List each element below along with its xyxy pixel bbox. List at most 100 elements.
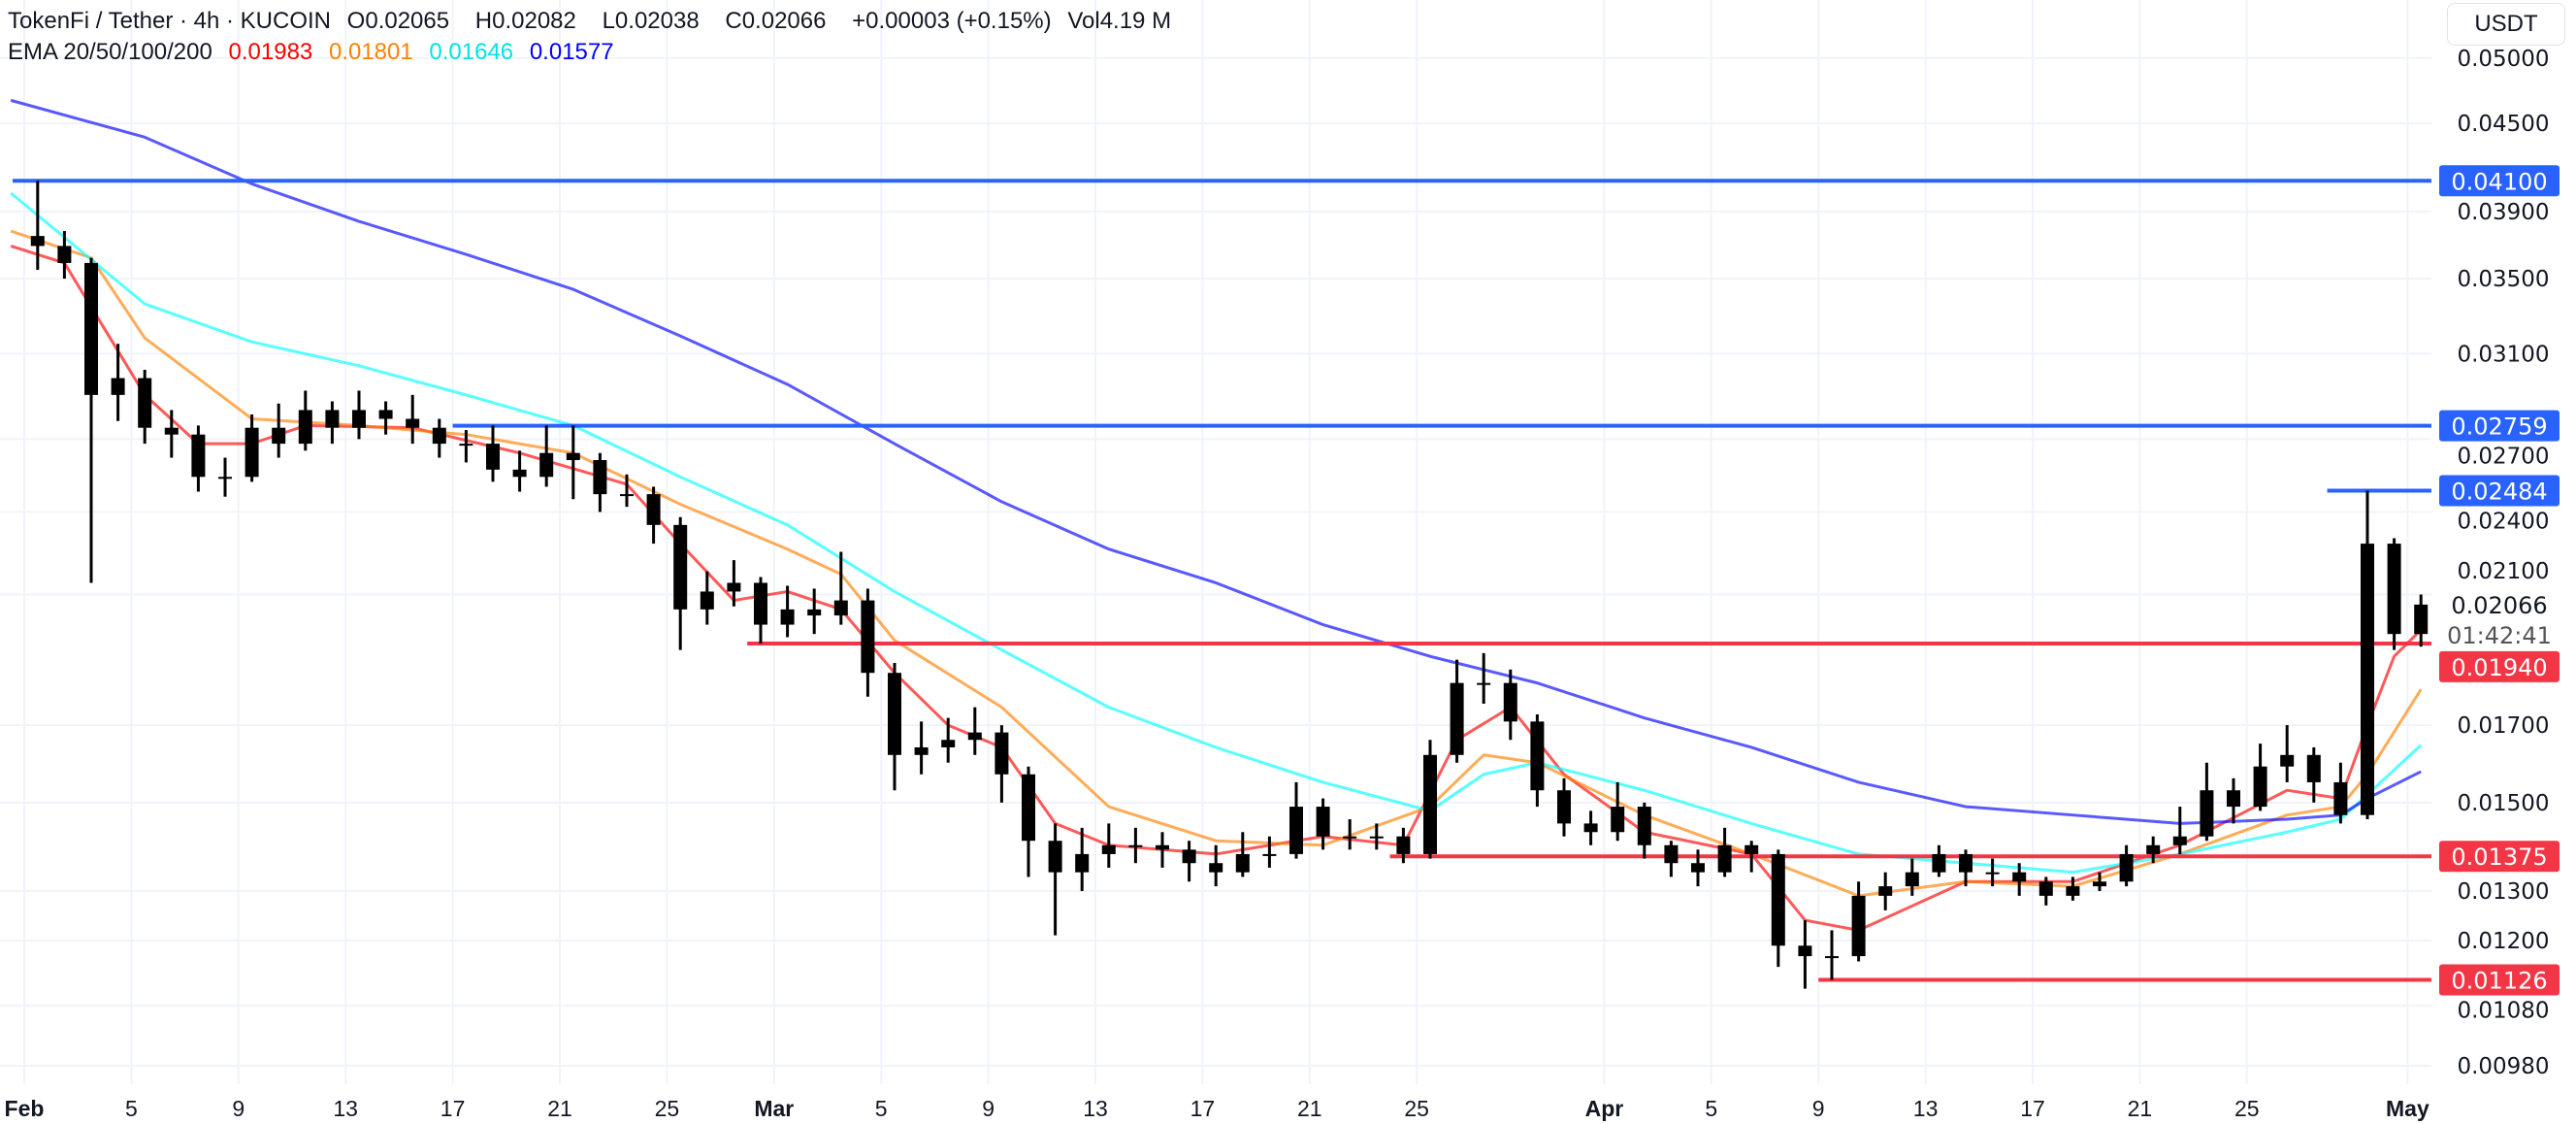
candle [1450, 659, 1464, 763]
candle-body [1771, 853, 1785, 946]
candle [2119, 844, 2134, 887]
candle [566, 425, 580, 500]
candle [1235, 832, 1250, 877]
candle-body [2200, 790, 2214, 837]
price-axis-label: 0.02100 [2457, 559, 2549, 584]
candle-body [1343, 836, 1357, 839]
candle-body [1101, 844, 1116, 854]
price-axis-ticks: 0.05000 0.04500 0.03900 0.03500 0.03100 0.027… [2457, 47, 2549, 1079]
candle [191, 425, 206, 492]
candle-body [2119, 853, 2134, 882]
candle-body [486, 444, 500, 470]
currency-button[interactable]: USDT [2447, 3, 2565, 46]
candle [1664, 841, 1679, 877]
candle-body [2093, 881, 2106, 887]
candle-body [459, 444, 473, 446]
candle [1691, 849, 1705, 887]
candle-body [512, 469, 527, 478]
candle-body [1369, 836, 1384, 839]
time-axis-label: 17 [1190, 1096, 1216, 1121]
candle-body [1477, 682, 1491, 685]
price-axis-label: 0.05000 [2457, 47, 2549, 72]
time-axis-label: 17 [440, 1096, 466, 1121]
candle-body [1022, 774, 1035, 842]
candle-body [566, 452, 580, 460]
candle-body [995, 732, 1009, 775]
candle [1851, 881, 1866, 962]
candle-body [1156, 844, 1169, 850]
candle-body [888, 673, 901, 755]
candle-body [138, 378, 152, 428]
candle-body [1396, 836, 1411, 854]
ema50-value: 0.01801 [328, 39, 413, 65]
resistance-level-label: 0.02484 [2451, 479, 2547, 506]
candle [1156, 832, 1169, 868]
resistance-level-label-box [2439, 475, 2560, 507]
candle-body [245, 427, 259, 478]
candle [914, 721, 929, 775]
candle [2414, 594, 2429, 647]
candle [138, 370, 152, 445]
time-axis-label: 17 [2020, 1096, 2045, 1121]
candle [325, 401, 340, 445]
candle-body [1959, 853, 1973, 873]
ema20-line [10, 244, 2423, 932]
candle [1209, 844, 1223, 887]
time-axis-label: Feb [5, 1096, 45, 1121]
price-axis-label: 0.02700 [2457, 445, 2549, 470]
candle-body [620, 494, 634, 497]
candle [727, 560, 741, 607]
price-axis-labels: 0.02066 01:42:41 0.04100 0.02759 0.02484 0.01… [2433, 165, 2574, 996]
candle-body [833, 600, 848, 616]
candle-body [1717, 844, 1732, 873]
candle [1637, 802, 1651, 859]
time-axis-label: 21 [547, 1096, 572, 1121]
candle-body [2038, 881, 2053, 896]
candle [352, 390, 366, 440]
candle [967, 707, 982, 755]
candle-body [1637, 807, 1651, 845]
candle-body [191, 434, 206, 478]
candle-body [1075, 853, 1090, 873]
candle-body [2414, 604, 2429, 635]
candle [512, 450, 527, 492]
symbol-title[interactable]: TokenFi / Tether · 4h · KUCOIN [8, 8, 331, 34]
candle-body [700, 591, 714, 610]
chart-legend: TokenFi / Tether · 4h · KUCOIN O0.02065 … [8, 6, 1190, 68]
candle [861, 588, 875, 697]
candle [1717, 827, 1732, 877]
candle [754, 577, 767, 644]
candle-body [1450, 682, 1464, 755]
candle-body [298, 410, 312, 445]
time-axis-label: Apr [1585, 1096, 1624, 1121]
ema-label[interactable]: EMA 20/50/100/200 [8, 39, 212, 65]
candle-body [2012, 872, 2027, 882]
candle-body [218, 477, 232, 479]
candle [941, 717, 956, 763]
candle-body [1289, 807, 1303, 854]
candle [1557, 777, 1571, 837]
time-axis-label: 21 [2128, 1096, 2153, 1121]
support-level-label-box [2439, 964, 2560, 996]
candle-body [2333, 781, 2348, 815]
candle [1985, 858, 2000, 887]
candle-body [2361, 544, 2374, 815]
candle [1771, 849, 1785, 968]
candle [700, 571, 714, 625]
candle [1745, 841, 1759, 873]
price-axis-label: 0.03100 [2457, 342, 2549, 367]
candle [111, 344, 125, 421]
candles [30, 181, 2429, 989]
candle-body [432, 427, 446, 445]
candle-body [539, 452, 554, 478]
candle [30, 181, 45, 271]
price-axis-label: 0.03500 [2457, 267, 2549, 292]
candle [2387, 538, 2401, 650]
candle [673, 516, 688, 650]
candle [833, 551, 848, 625]
candle [218, 457, 232, 497]
support-level-label: 0.01126 [2451, 968, 2547, 995]
ohlc-low: L0.02038 [602, 8, 700, 34]
time-axis-ticks[interactable]: Feb 5 9 13 17 21 25 Mar 5 9 13 17 21 25 Apr 5 9 13 17 21 25 M… [5, 1096, 2429, 1121]
